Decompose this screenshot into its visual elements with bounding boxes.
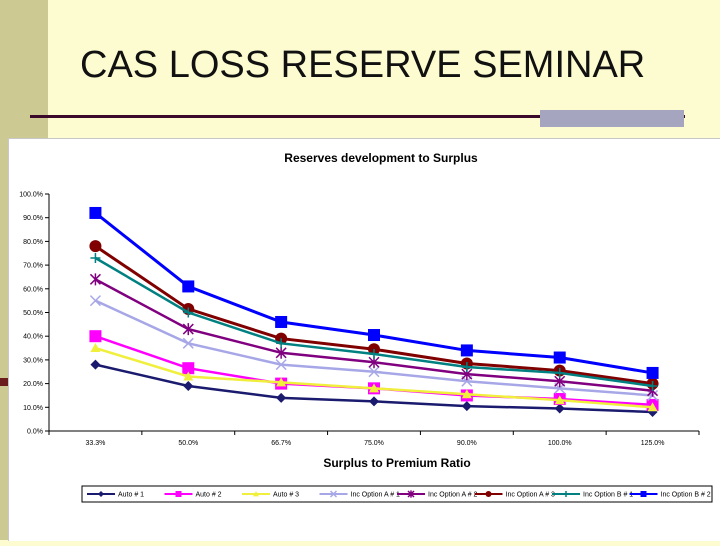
legend-swatch-marker [640, 491, 647, 497]
data-point [368, 329, 380, 342]
legend-swatch-marker [98, 491, 104, 497]
x-tick-label: 90.0% [457, 440, 477, 447]
data-point [275, 359, 287, 371]
data-point [553, 351, 566, 364]
data-point [276, 338, 287, 349]
legend-swatch-marker [253, 491, 259, 497]
x-tick-label: 125.0% [641, 440, 665, 447]
data-point [461, 401, 472, 412]
y-tick-label: 50.0% [23, 310, 43, 317]
series-6 [90, 252, 658, 391]
data-point [646, 366, 659, 379]
y-tick-label: 80.0% [23, 239, 43, 246]
slide-title: CAS LOSS RESERVE SEMINAR [80, 44, 646, 86]
legend-label: Inc Option B # 2 [661, 492, 711, 499]
x-axis-label: Surplus to Premium Ratio [323, 456, 470, 470]
data-point [90, 359, 101, 370]
legend-swatch-marker [407, 490, 415, 498]
x-tick-label: 33.3% [85, 440, 105, 447]
y-tick-label: 100.0% [19, 192, 43, 199]
data-point [461, 362, 472, 373]
data-point [369, 396, 379, 407]
data-point [369, 383, 379, 393]
title-underline [30, 115, 685, 118]
legend-label: Inc Option A # 2 [428, 492, 478, 499]
data-point [368, 366, 380, 378]
x-tick-label: 75.0% [364, 440, 384, 447]
y-tick-label: 60.0% [23, 286, 43, 293]
legend-swatch-marker [329, 490, 338, 498]
legend-swatch-marker [563, 491, 569, 497]
data-point [89, 240, 102, 253]
legend-label: Inc Option A # 1 [351, 492, 401, 499]
data-point [182, 323, 194, 336]
data-point [275, 346, 287, 359]
series-7 [89, 206, 659, 379]
data-point [89, 330, 102, 343]
legend-label: Auto # 1 [118, 492, 144, 499]
data-point [90, 252, 101, 263]
reserves-line-chart: Reserves development to Surplus 0.0% 10.0… [19, 151, 713, 503]
data-point [460, 344, 473, 357]
data-point [182, 280, 195, 293]
data-point [89, 273, 101, 286]
y-tick-label: 70.0% [23, 263, 43, 270]
legend-label: Auto # 2 [196, 492, 222, 499]
slide-left-notch [0, 378, 8, 386]
data-point [182, 337, 194, 349]
legend: Auto # 1 Auto # 2 Auto # 3 Inc Option A # 1… [87, 490, 711, 499]
legend-label: Inc Option A # 3 [506, 492, 556, 499]
data-point [182, 362, 195, 375]
data-point [183, 380, 194, 391]
chart-title: Reserves development to Surplus [284, 151, 478, 165]
data-point [647, 380, 658, 391]
x-axis: 33.3% 50.0% 66.7% 75.0% 90.0% 100.0% 125.0% [48, 430, 700, 447]
data-point [89, 206, 102, 219]
data-point [647, 402, 658, 412]
chart-container: Reserves development to Surplus 0.0% 10.0… [8, 138, 720, 541]
data-point [461, 389, 472, 399]
legend-swatch-marker [175, 491, 182, 497]
data-point [183, 307, 194, 318]
y-tick-label: 40.0% [23, 334, 43, 341]
data-point [90, 343, 101, 353]
legend-swatch-marker [485, 491, 492, 497]
data-point [183, 371, 194, 381]
legend-label: Auto # 3 [273, 492, 299, 499]
y-tick-label: 90.0% [23, 215, 43, 222]
data-point [276, 377, 287, 387]
y-axis: 0.0% 10.0% 20.0% 30.0% 40.0% 50.0% 60.0% 70.0% 8… [19, 192, 50, 436]
title-underline-accent [540, 110, 684, 127]
data-point [276, 392, 287, 403]
x-tick-label: 66.7% [271, 440, 291, 447]
data-point [89, 295, 101, 307]
legend-label: Inc Option B # 1 [583, 492, 633, 499]
data-point [369, 348, 379, 359]
y-tick-label: 30.0% [23, 357, 43, 364]
y-tick-label: 20.0% [23, 381, 43, 388]
data-point [554, 367, 565, 378]
data-point [554, 395, 565, 405]
y-tick-label: 10.0% [23, 405, 43, 412]
data-point [275, 315, 288, 328]
series-layer [89, 206, 659, 418]
series-0 [90, 359, 658, 418]
x-tick-label: 100.0% [548, 440, 572, 447]
x-tick-label: 50.0% [178, 440, 198, 447]
data-point [554, 403, 565, 414]
y-tick-label: 0.0% [27, 429, 43, 436]
series-2 [90, 343, 658, 412]
